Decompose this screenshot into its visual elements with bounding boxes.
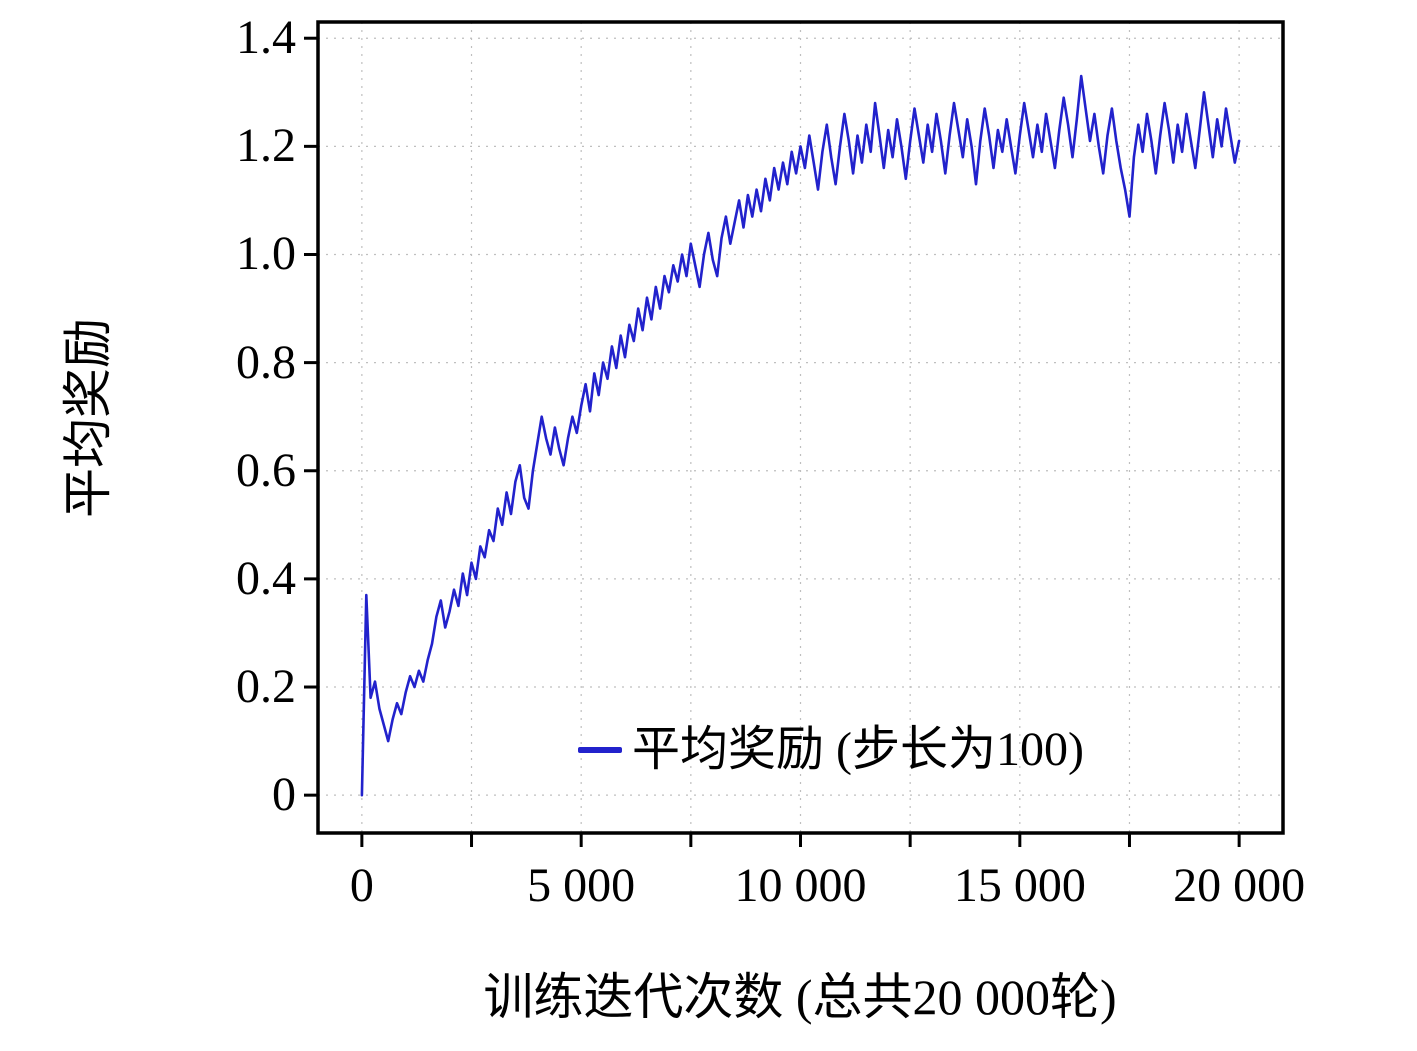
legend-label: 平均奖励 (步长为100) [632, 723, 1084, 776]
legend: 平均奖励 (步长为100) [578, 726, 1084, 774]
y-tick-label: 1.2 [236, 119, 296, 173]
x-tick-label: 10 000 [734, 859, 867, 912]
y-tick-label: 0 [272, 768, 296, 822]
y-tick-label: 0.2 [236, 660, 296, 714]
y-tick-label: 0.4 [236, 551, 296, 605]
x-axis-label: 训练迭代次数 (总共20 000轮) [483, 969, 1117, 1025]
y-tick-label: 1.4 [236, 11, 296, 65]
x-tick-label: 20 000 [1173, 859, 1306, 912]
y-tick-label: 0.8 [236, 335, 296, 389]
x-tick-label: 5 000 [527, 859, 636, 912]
data-line-average-reward [360, 74, 1241, 797]
legend-line-marker [578, 747, 622, 753]
y-tick-label: 0.6 [236, 443, 296, 497]
x-tick-label: 15 000 [953, 859, 1086, 912]
y-tick-label: 1.0 [236, 227, 296, 281]
x-tick-label: 0 [349, 859, 374, 912]
